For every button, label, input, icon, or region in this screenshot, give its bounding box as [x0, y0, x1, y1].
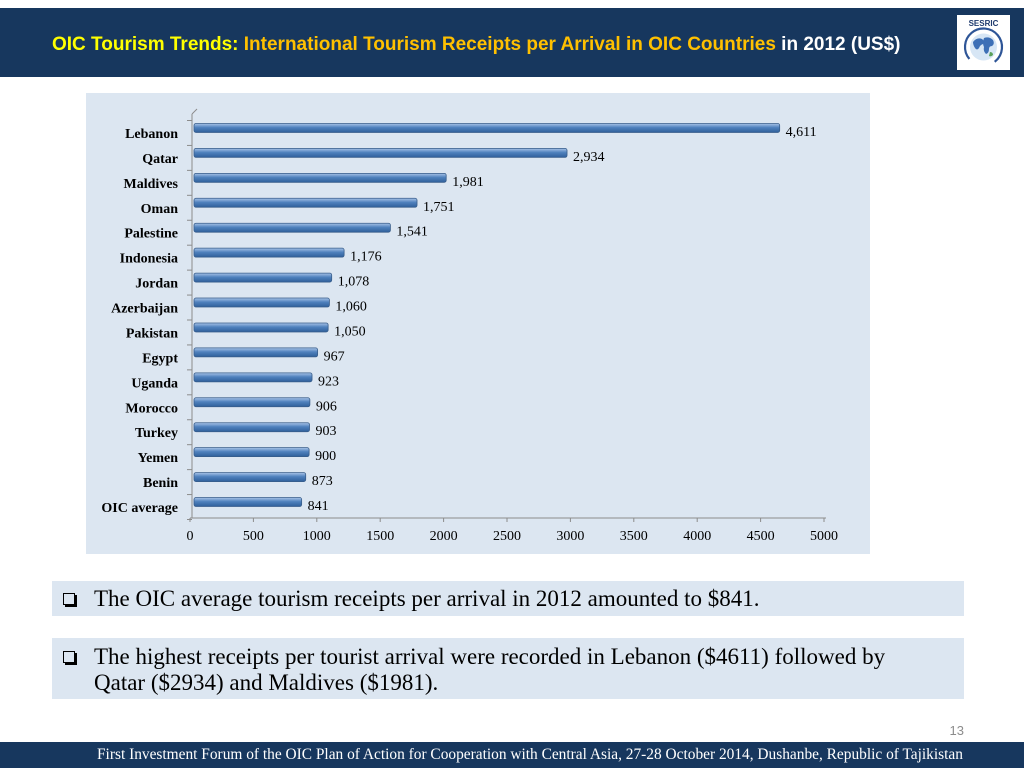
x-tick-label: 2000: [430, 529, 458, 544]
value-label-palestine: 1,541: [396, 225, 428, 240]
value-label-benin: 873: [312, 474, 333, 489]
bar-pakistan: [193, 322, 329, 333]
value-label-lebanon: 4,611: [786, 125, 817, 140]
globe-icon: [963, 27, 1004, 67]
bar-indonesia: [193, 247, 345, 258]
value-label-maldives: 1,981: [452, 175, 484, 190]
value-label-uganda: 923: [318, 374, 339, 389]
x-tick-label: 1000: [303, 529, 331, 544]
bar-lebanon: [193, 123, 781, 133]
bullet-text: The highest receipts per tourist arrival…: [94, 644, 886, 695]
category-label-benin: Benin: [143, 476, 178, 491]
category-label-oman: Oman: [141, 202, 179, 217]
value-label-egypt: 967: [324, 349, 345, 364]
bar-morocco: [193, 397, 311, 408]
category-label-uganda: Uganda: [131, 376, 178, 391]
bar-benin: [193, 472, 307, 482]
title-highlight: International Tourism Receipts per Arriv…: [243, 34, 776, 55]
bar-turkey: [193, 422, 310, 433]
title-tail: in 2012 (US$): [775, 34, 901, 55]
bar-series: [193, 123, 781, 507]
value-label-indonesia: 1,176: [350, 250, 382, 265]
value-label-azerbaijan: 1,060: [335, 300, 367, 315]
bar-azerbaijan: [193, 297, 330, 308]
slide-header: OIC Tourism Trends: International Touris…: [0, 8, 1024, 77]
category-label-morocco: Morocco: [125, 401, 178, 416]
slide-title: OIC Tourism Trends: International Touris…: [52, 33, 901, 57]
value-label-jordan: 1,078: [338, 275, 370, 290]
x-tick-label: 500: [243, 529, 264, 544]
page-number: 13: [949, 723, 964, 738]
value-label-yemen: 900: [315, 449, 336, 464]
bar-egypt: [193, 347, 319, 358]
x-tick-label: 4000: [683, 529, 711, 544]
value-label-morocco: 906: [316, 399, 337, 414]
value-label-oic-average: 841: [308, 499, 329, 514]
value-label-pakistan: 1,050: [334, 324, 366, 339]
bar-uganda: [193, 372, 313, 383]
value-label-oman: 1,751: [423, 200, 455, 215]
x-tick-label: 3500: [620, 529, 648, 544]
category-label-oic-average: OIC average: [101, 501, 178, 516]
bar-yemen: [193, 447, 310, 458]
bar-maldives: [193, 172, 447, 183]
bar-palestine: [193, 222, 391, 233]
bar-oic-average: [193, 497, 303, 507]
category-label-qatar: Qatar: [142, 152, 178, 167]
category-label-lebanon: Lebanon: [125, 127, 178, 142]
title-lead: OIC Tourism Trends:: [52, 34, 244, 55]
chart-panel: 0 500 1000 1500 2000 2500 3000 3500 4000 4500 5000…: [86, 93, 870, 554]
bar-jordan: [193, 272, 333, 283]
category-label-jordan: Jordan: [135, 277, 178, 292]
bar-qatar: [193, 148, 568, 158]
x-tick-label: 5000: [810, 529, 838, 544]
x-tick-label: 0: [187, 529, 194, 544]
category-label-pakistan: Pakistan: [126, 326, 178, 341]
category-label-egypt: Egypt: [142, 351, 178, 366]
checkbox-square-icon: [63, 593, 75, 605]
checkbox-square-icon: [63, 651, 75, 663]
category-label-palestine: Palestine: [124, 227, 178, 242]
category-label-azerbaijan: Azerbaijan: [111, 302, 178, 317]
bullet-box: The OIC average tourism receipts per arr…: [52, 581, 964, 616]
x-tick-label: 1500: [366, 529, 394, 544]
footer-text: First Investment Forum of the OIC Plan o…: [97, 746, 963, 763]
chart-axes: [187, 108, 826, 522]
value-label-turkey: 903: [316, 424, 337, 439]
category-label-indonesia: Indonesia: [120, 252, 178, 267]
x-tick-label: 4500: [747, 529, 775, 544]
bullet-box: The highest receipts per tourist arrival…: [52, 638, 964, 699]
x-tick-label: 3000: [556, 529, 584, 544]
bar-chart: 0 500 1000 1500 2000 2500 3000 3500 4000 4500 5000…: [101, 108, 838, 544]
y-axis-depth-edge: [191, 108, 198, 115]
value-label-qatar: 2,934: [573, 150, 605, 165]
bullet-text: The OIC average tourism receipts per arr…: [94, 586, 760, 611]
logo-wordmark: SESRIC: [969, 19, 999, 28]
category-label-turkey: Turkey: [135, 426, 178, 441]
bar-oman: [193, 197, 418, 208]
category-label-maldives: Maldives: [124, 177, 179, 192]
slide-footer: First Investment Forum of the OIC Plan o…: [0, 742, 1024, 768]
x-tick-label: 2500: [493, 529, 521, 544]
category-label-yemen: Yemen: [138, 451, 179, 466]
sesric-logo: SESRIC: [957, 15, 1010, 70]
